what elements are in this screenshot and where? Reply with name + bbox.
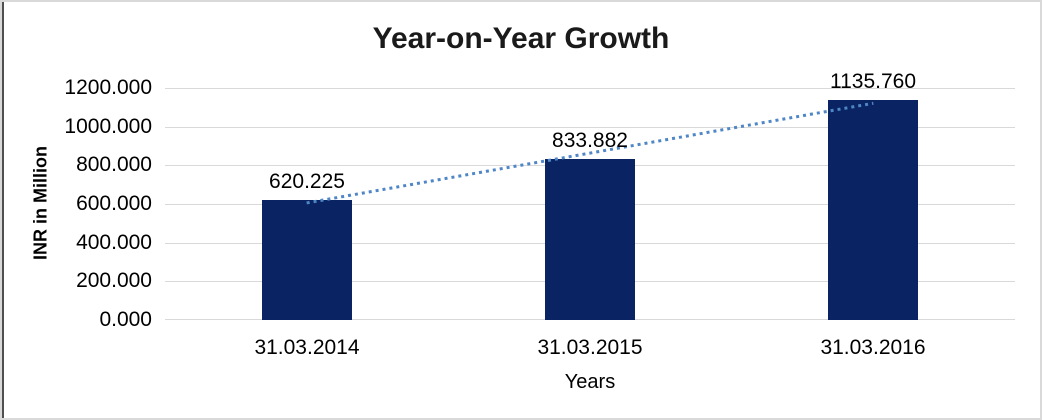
y-tick-label: 1000.000 [64, 115, 152, 138]
x-category-label: 31.03.2015 [537, 336, 643, 359]
gridline [165, 127, 1015, 128]
y-tick-label: 600.000 [76, 192, 152, 215]
bar [828, 100, 918, 320]
x-category-label: 31.03.2014 [254, 336, 360, 359]
x-category-label: 31.03.2016 [820, 336, 926, 359]
bar-value-label: 620.225 [269, 170, 345, 193]
y-tick-label: 400.000 [76, 231, 152, 254]
trendline [306, 101, 874, 205]
y-tick-label: 800.000 [76, 153, 152, 176]
bar [262, 200, 352, 320]
x-axis-title: Years [564, 371, 616, 393]
plot-area [165, 88, 1015, 320]
y-tick-label: 0.000 [99, 308, 152, 331]
bar-value-label: 1135.760 [829, 70, 917, 93]
bar-value-label: 833.882 [552, 129, 628, 152]
bar [545, 159, 635, 320]
y-tick-label: 200.000 [76, 269, 152, 292]
y-tick-label: 1200.000 [64, 76, 152, 99]
gridline [165, 88, 1015, 89]
chart-title: Year-on-Year Growth [372, 22, 670, 55]
frame-left-edge [2, 2, 4, 418]
